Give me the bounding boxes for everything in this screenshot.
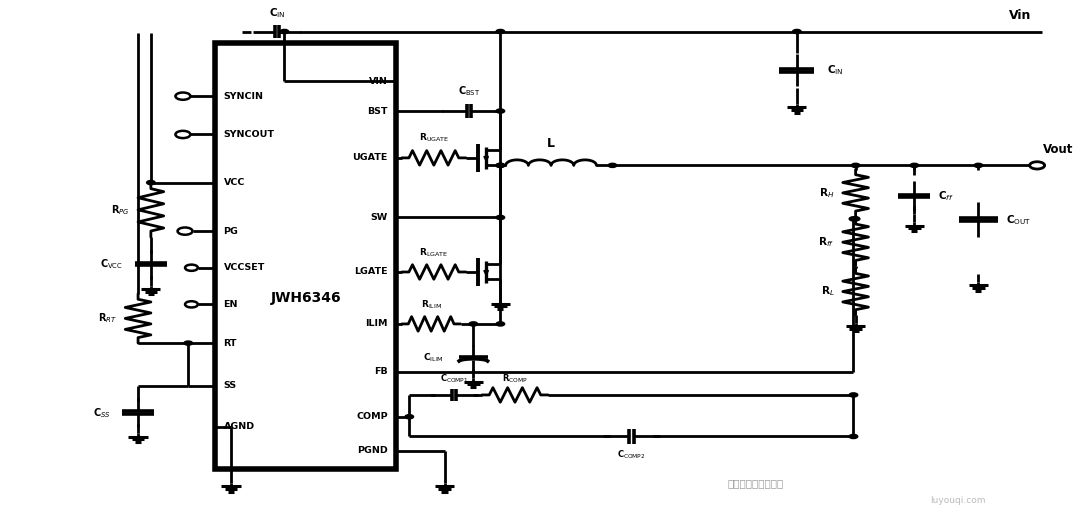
Text: R$_{ff}$: R$_{ff}$ <box>819 235 834 249</box>
Text: Vin: Vin <box>1010 9 1031 22</box>
Text: VCCSET: VCCSET <box>224 263 265 272</box>
Circle shape <box>185 265 198 271</box>
Text: R$_{PG}$: R$_{PG}$ <box>111 203 130 217</box>
Circle shape <box>184 341 192 345</box>
Text: 硬件十万！办件么器: 硬件十万！办件么器 <box>728 478 784 488</box>
Text: R$_{\rm ILIM}$: R$_{\rm ILIM}$ <box>420 299 442 312</box>
Text: SW: SW <box>370 213 388 222</box>
Text: R$_{RT}$: R$_{RT}$ <box>98 312 117 325</box>
Text: UGATE: UGATE <box>352 153 388 162</box>
Text: C$_{\rm IN}$: C$_{\rm IN}$ <box>269 6 285 20</box>
Text: C$_{\rm COMP1}$: C$_{\rm COMP1}$ <box>440 372 469 385</box>
Text: C$_{SS}$: C$_{SS}$ <box>93 406 110 420</box>
Circle shape <box>851 217 860 221</box>
Circle shape <box>910 163 919 168</box>
Text: COMP: COMP <box>356 412 388 421</box>
Circle shape <box>496 163 504 168</box>
Circle shape <box>469 322 477 326</box>
Text: C$_{\rm IN}$: C$_{\rm IN}$ <box>827 64 843 77</box>
Text: RT: RT <box>224 339 237 348</box>
Circle shape <box>496 216 504 220</box>
Text: LGATE: LGATE <box>354 267 388 277</box>
Circle shape <box>496 163 504 168</box>
Text: VCC: VCC <box>224 178 245 187</box>
Text: R$_{\rm LGATE}$: R$_{\rm LGATE}$ <box>419 246 448 258</box>
Text: C$_{ff}$: C$_{ff}$ <box>937 189 954 203</box>
Circle shape <box>405 414 414 419</box>
Circle shape <box>849 393 858 397</box>
Text: PG: PG <box>224 227 239 235</box>
Circle shape <box>793 29 801 33</box>
Circle shape <box>496 322 504 326</box>
Text: VIN: VIN <box>369 77 388 86</box>
Circle shape <box>147 181 156 185</box>
Circle shape <box>175 131 190 138</box>
Text: L: L <box>548 137 555 150</box>
Text: BST: BST <box>367 106 388 115</box>
Circle shape <box>1029 162 1044 169</box>
Circle shape <box>496 29 504 33</box>
Text: C$_{\rm VCC}$: C$_{\rm VCC}$ <box>100 257 123 271</box>
Bar <box>215 43 396 469</box>
Text: EN: EN <box>224 300 238 309</box>
Circle shape <box>849 434 858 438</box>
Text: PGND: PGND <box>357 446 388 455</box>
Circle shape <box>496 109 504 113</box>
Text: C$_{\rm COMP2}$: C$_{\rm COMP2}$ <box>617 449 646 461</box>
Text: C$_{\rm ILIM}$: C$_{\rm ILIM}$ <box>422 351 444 364</box>
Text: Vout: Vout <box>1042 144 1072 156</box>
Text: SS: SS <box>224 381 237 390</box>
Text: C$_{\rm BST}$: C$_{\rm BST}$ <box>458 85 481 98</box>
Text: AGND: AGND <box>224 422 255 432</box>
Text: R$_H$: R$_H$ <box>819 186 834 200</box>
Circle shape <box>185 301 198 307</box>
Text: SYNCIN: SYNCIN <box>224 92 264 101</box>
Text: FB: FB <box>375 367 388 376</box>
Text: R$_L$: R$_L$ <box>821 284 834 299</box>
Circle shape <box>177 228 192 235</box>
Text: luyouqi.com: luyouqi.com <box>930 496 986 505</box>
Text: ILIM: ILIM <box>365 319 388 328</box>
Circle shape <box>851 163 860 168</box>
Circle shape <box>175 92 190 100</box>
Text: R$_{\rm COMP}$: R$_{\rm COMP}$ <box>502 372 528 385</box>
Circle shape <box>849 217 858 221</box>
Circle shape <box>280 29 288 33</box>
Text: C$_{\rm OUT}$: C$_{\rm OUT}$ <box>1007 213 1031 227</box>
Text: SYNCOUT: SYNCOUT <box>224 130 274 139</box>
Circle shape <box>974 163 983 168</box>
Text: JWH6346: JWH6346 <box>270 291 341 305</box>
Text: R$_{\rm UGATE}$: R$_{\rm UGATE}$ <box>419 132 449 145</box>
Circle shape <box>608 163 617 168</box>
